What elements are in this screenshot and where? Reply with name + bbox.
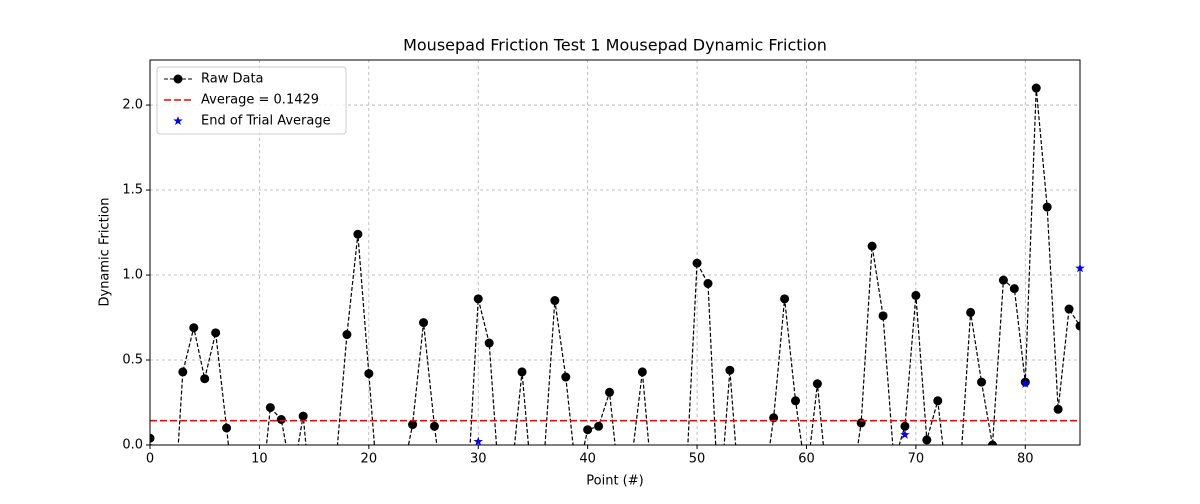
data-point [332,457,341,466]
x-tick-label: 10 [251,452,268,467]
data-point [178,367,188,377]
x-axis-label: Point (#) [586,474,643,489]
data-point [244,491,253,500]
plot-frame [149,59,1081,446]
data-point [824,491,833,500]
data-point [298,411,308,421]
data-point [353,229,363,239]
data-point [572,474,581,483]
data-point [1042,202,1052,212]
legend-swatch [173,74,183,84]
data-point [408,420,418,430]
y-tick-label: 1.5 [122,183,143,198]
legend-label: Raw Data [201,72,264,87]
y-tick-label: 0.5 [122,353,143,368]
legend-label: End of Trial Average [201,114,331,129]
data-point [758,491,767,500]
x-tick-label: 40 [579,452,596,467]
data-point [276,415,286,425]
data-point [473,294,483,304]
data-point [890,457,899,466]
data-point [496,491,505,500]
y-tick-label: 0.0 [122,438,143,453]
star-point [1075,263,1085,273]
x-tick-label: 70 [908,452,925,467]
data-point [725,365,735,375]
data-point [189,323,199,333]
x-tick-label: 50 [689,452,706,467]
data-point [397,474,406,483]
data-point [265,403,275,413]
data-point [627,457,636,466]
x-tick-label: 80 [1017,452,1034,467]
data-point [594,421,604,431]
data-point [211,328,221,338]
data-point [517,367,527,377]
data-point [791,396,801,406]
data-point [1031,83,1041,93]
data-point [605,387,615,397]
data-point [812,379,822,389]
star-point [473,436,483,446]
data-point [987,440,997,445]
data-point [998,275,1008,285]
data-point [856,418,866,428]
legend-label: Average = 0.1429 [201,93,319,108]
data-point [321,491,330,500]
data-point [528,491,537,500]
data-point [1009,284,1019,294]
chart-title: Mousepad Friction Test 1 Mousepad Dynami… [403,36,827,55]
x-tick-label: 60 [798,452,815,467]
data-point [288,474,297,483]
data-point [802,474,811,483]
data-point [1075,321,1080,331]
data-point [933,396,943,406]
data-point [364,369,374,379]
data-point [955,474,964,483]
data-point [692,258,702,268]
data-point [944,491,953,500]
data-point [966,307,976,317]
data-point [900,421,910,431]
data-point [616,491,625,500]
data-point [429,421,439,431]
x-tick-label: 0 [146,452,154,467]
data-point [911,290,921,300]
data-point [550,296,560,306]
y-axis-label: Dynamic Friction [98,197,113,306]
data-point [703,279,713,289]
star-point [1020,378,1031,388]
data-point [222,423,232,433]
data-point [200,374,210,384]
data-point [463,491,472,500]
data-point [682,474,691,483]
star-point [900,429,910,439]
data-point [419,318,429,328]
data-point [583,425,593,435]
data-point [649,491,658,500]
data-point [1064,304,1074,314]
x-tick-label: 30 [470,452,487,467]
data-point [539,457,548,466]
data-point [780,294,790,304]
data-point [484,338,494,348]
data-point [878,311,888,321]
data-line [150,87,1080,445]
x-tick-label: 20 [361,452,378,467]
data-point [561,372,571,382]
data-point [1053,404,1063,414]
y-tick-label: 2.0 [122,98,143,113]
data-point [846,491,855,500]
data-point [977,377,987,387]
data-point [150,433,155,443]
data-point [342,330,352,340]
data-point [922,435,932,445]
data-point [637,367,647,377]
legend-box [156,66,347,135]
legend-swatch [173,116,183,126]
data-point [867,241,877,251]
data-point [507,474,516,483]
y-tick-label: 1.0 [122,268,143,283]
